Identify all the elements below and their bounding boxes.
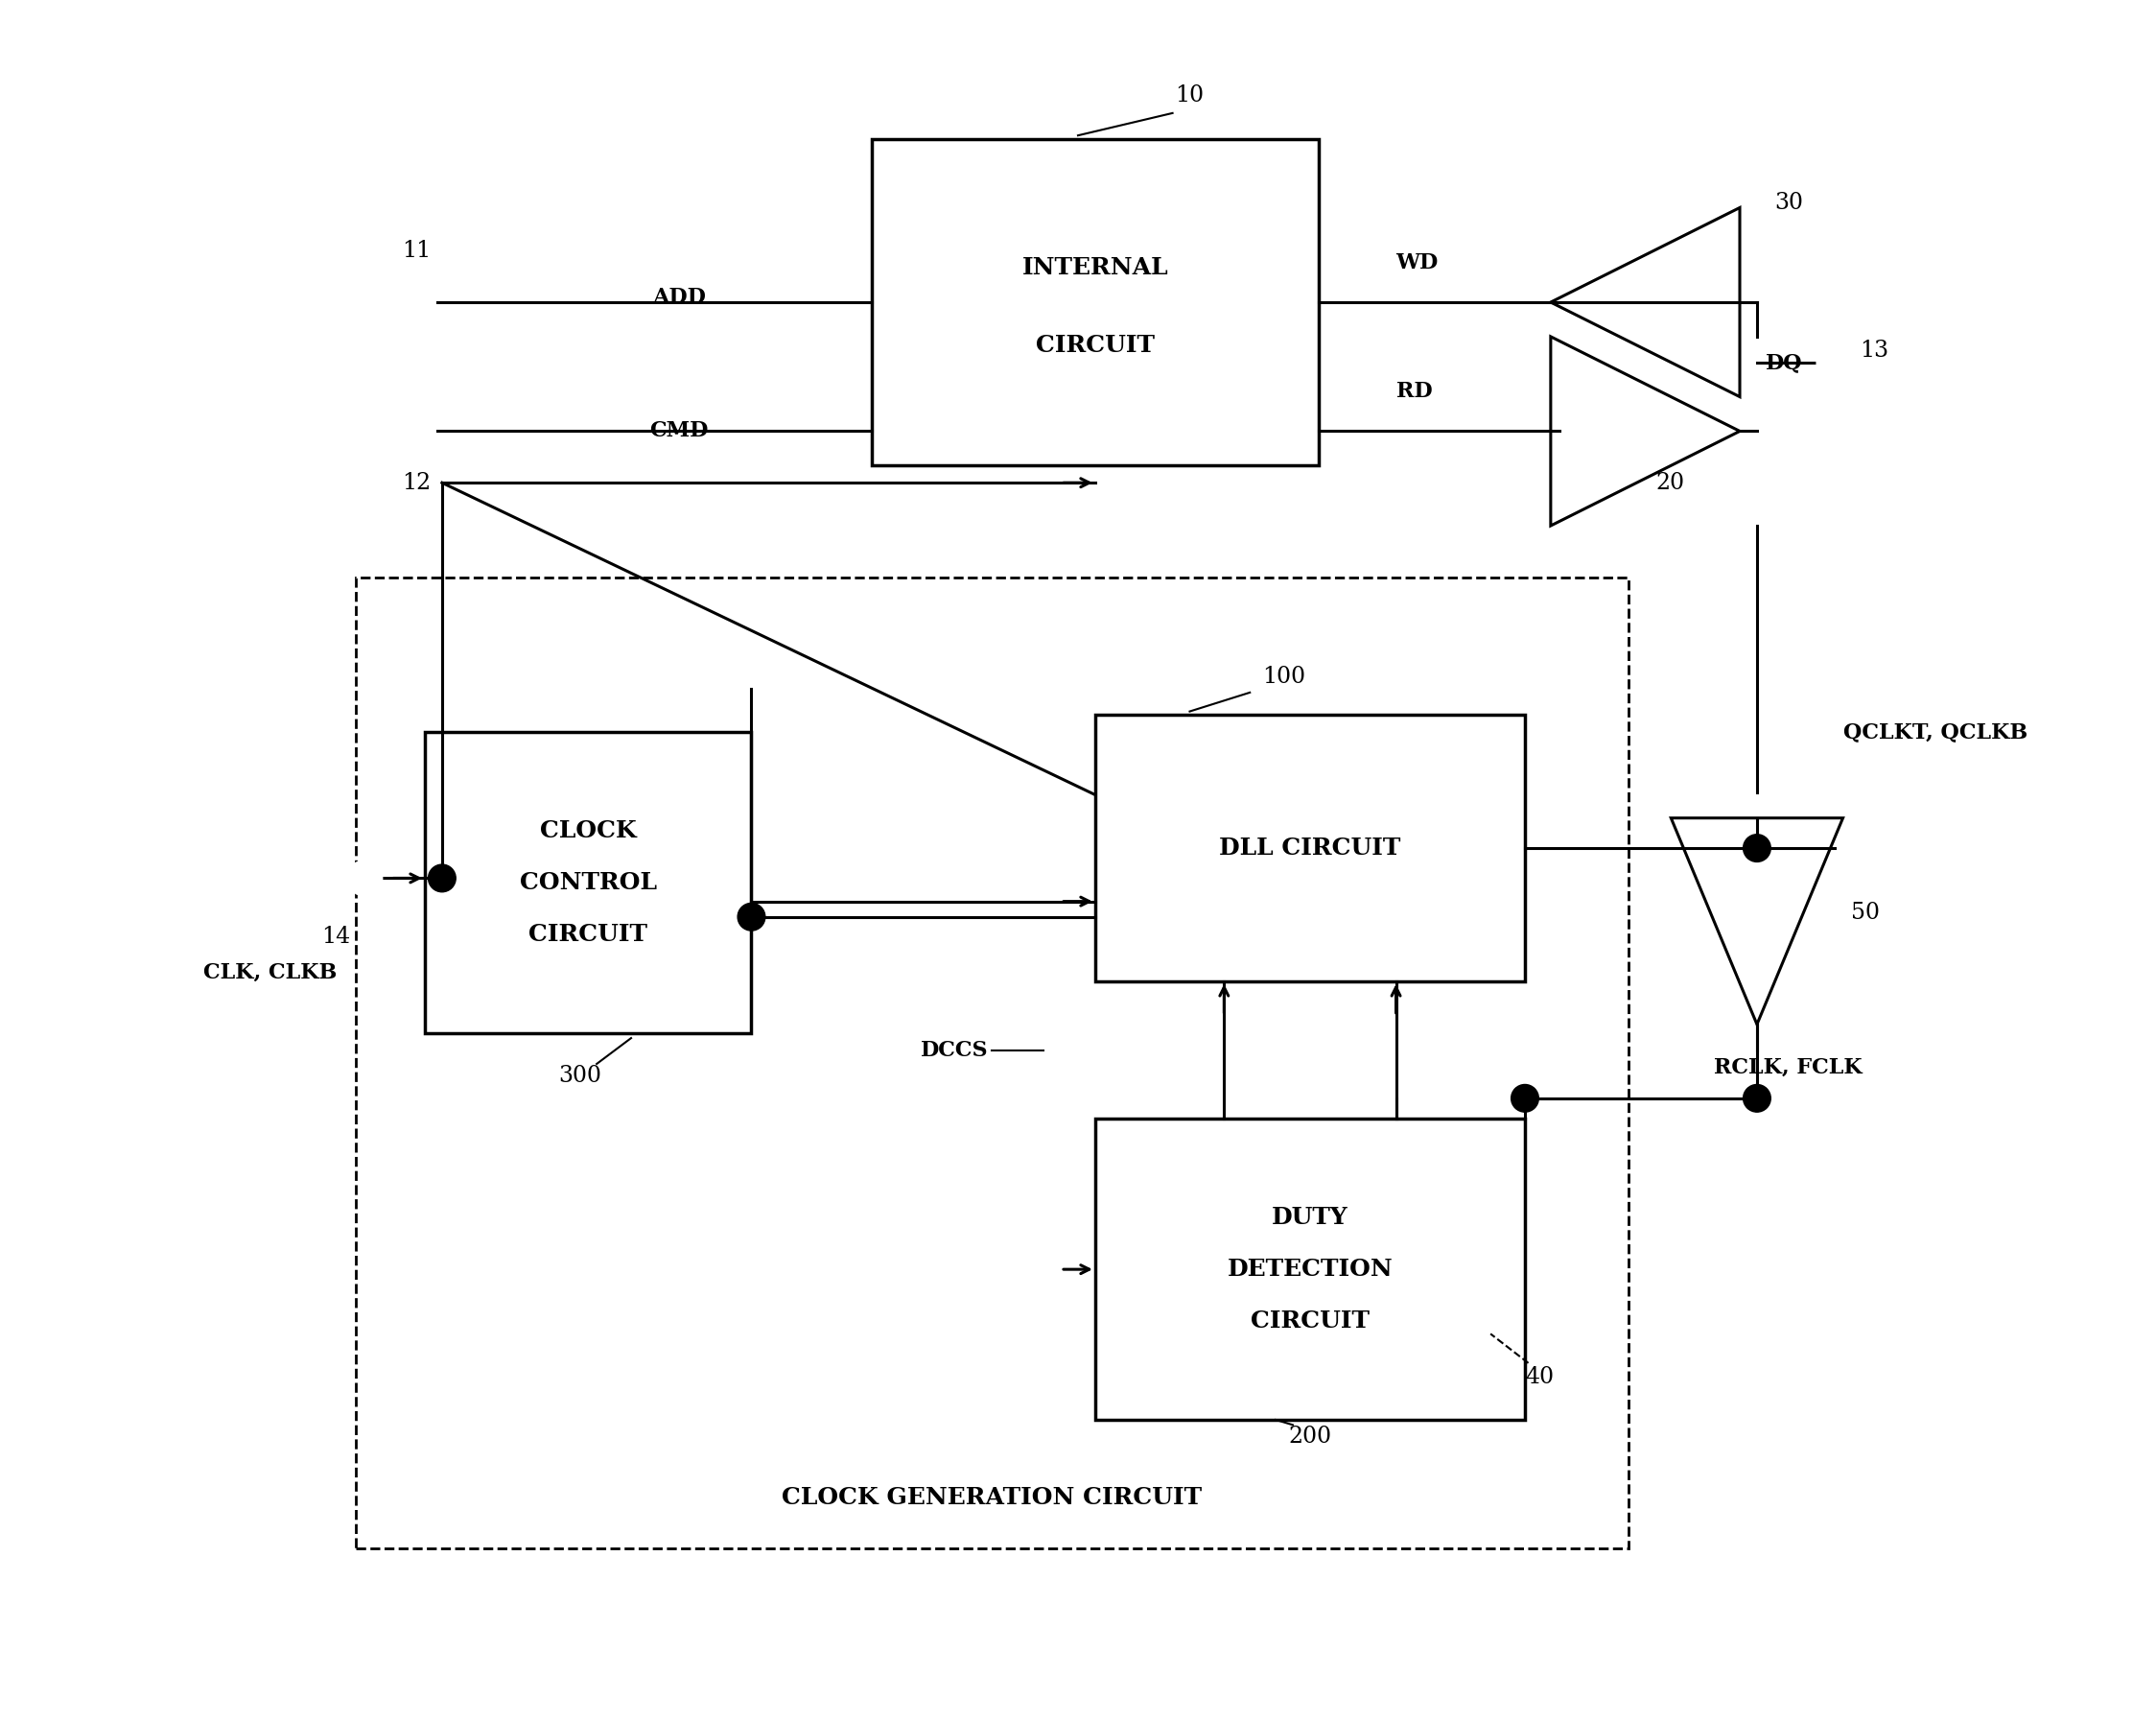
Text: 200: 200 [1289, 1426, 1332, 1448]
Bar [1095, 715, 1524, 982]
Text: QCLKT, QCLKB: QCLKT, QCLKB [1843, 722, 2027, 742]
Text: 14: 14 [321, 926, 349, 947]
Text: 30: 30 [1774, 191, 1802, 214]
Text: DETECTION: DETECTION [1227, 1257, 1393, 1281]
Circle shape [1511, 1085, 1539, 1112]
Text: INTERNAL: INTERNAL [1022, 257, 1169, 279]
Text: CIRCUIT: CIRCUIT [1035, 334, 1156, 356]
Text: CIRCUIT: CIRCUIT [1250, 1309, 1369, 1333]
Text: CONTROL: CONTROL [520, 871, 658, 894]
Bar [356, 577, 1628, 1548]
Text: 12: 12 [401, 472, 431, 494]
Text: DLL CIRCUIT: DLL CIRCUIT [1220, 837, 1401, 859]
Text: CIRCUIT: CIRCUIT [528, 923, 647, 945]
Circle shape [1744, 1085, 1770, 1112]
Text: CLK, CLKB: CLK, CLKB [203, 963, 336, 983]
Text: WD: WD [1395, 251, 1438, 274]
Text: 300: 300 [558, 1064, 602, 1087]
Text: 50: 50 [1852, 902, 1880, 923]
Circle shape [399, 413, 433, 448]
Bar [1095, 1119, 1524, 1419]
Circle shape [429, 864, 455, 892]
Text: RCLK, FCLK: RCLK, FCLK [1714, 1057, 1863, 1078]
Text: 13: 13 [1861, 339, 1889, 362]
Circle shape [1818, 344, 1852, 379]
Text: DQ: DQ [1766, 351, 1802, 374]
Text: DUTY: DUTY [1272, 1205, 1348, 1230]
Text: RD: RD [1395, 381, 1432, 403]
Bar [871, 139, 1319, 465]
Circle shape [1744, 835, 1770, 861]
Text: 10: 10 [1175, 84, 1205, 107]
Circle shape [737, 902, 765, 930]
Text: ADD: ADD [653, 286, 705, 308]
Text: DCCS: DCCS [921, 1040, 990, 1061]
Text: CLOCK: CLOCK [539, 820, 636, 842]
Bar [425, 732, 752, 1033]
Text: 20: 20 [1656, 472, 1684, 494]
Circle shape [399, 286, 433, 319]
Text: 40: 40 [1524, 1366, 1554, 1388]
Circle shape [347, 861, 382, 895]
Text: CMD: CMD [649, 420, 709, 443]
Text: 11: 11 [401, 239, 431, 262]
Text: 100: 100 [1263, 666, 1307, 689]
Text: CLOCK GENERATION CIRCUIT: CLOCK GENERATION CIRCUIT [783, 1486, 1203, 1508]
